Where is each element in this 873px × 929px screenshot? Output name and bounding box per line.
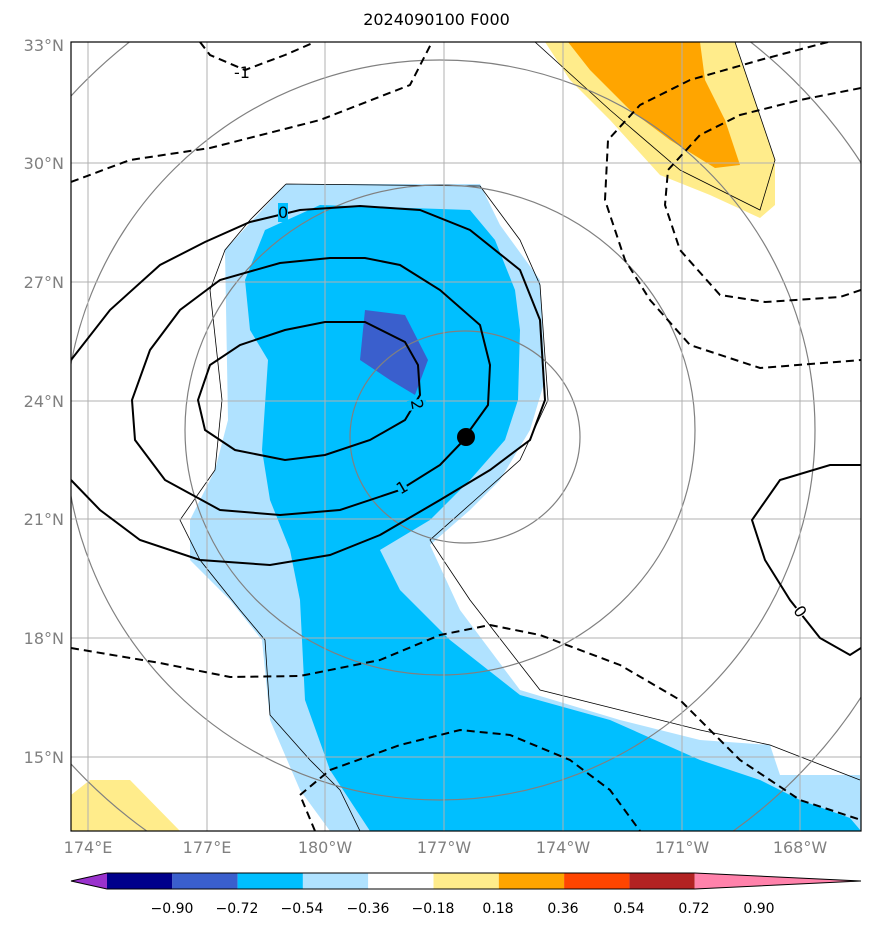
colorbar-tick-label: 0.54 xyxy=(613,901,645,917)
lat-label: 15°N xyxy=(23,748,64,767)
lon-label: 180°W xyxy=(297,838,353,857)
contour-minus-dash-south xyxy=(71,623,861,821)
lat-label: 27°N xyxy=(23,273,64,292)
contour-two-solid xyxy=(196,321,422,462)
colorbar-segment xyxy=(629,873,695,889)
colorbar-segment xyxy=(302,873,369,889)
colorbar-segment xyxy=(107,873,173,889)
colorbar-extend-high xyxy=(694,873,861,889)
lat-label: 24°N xyxy=(23,392,64,411)
contour-zero-solid xyxy=(71,204,547,567)
lon-label: 168°W xyxy=(772,838,828,857)
contour-minus-dash-north xyxy=(71,42,433,183)
shade-orange-ne xyxy=(568,42,740,168)
shade-dark-blue xyxy=(360,310,428,395)
contour-minus-dash-east2 xyxy=(663,87,861,304)
colorbar-tick-label: −0.90 xyxy=(150,901,194,917)
colorbar-outline xyxy=(70,872,862,890)
colorbar-segment xyxy=(368,873,434,889)
colorbar-segment xyxy=(498,873,565,889)
contour-label-minus-one: -1 xyxy=(234,63,250,82)
contour-minus-dash-east xyxy=(603,42,861,370)
map-title: 2024090100 F000 xyxy=(363,10,510,29)
lon-label: 174°W xyxy=(535,838,591,857)
colorbar-segment xyxy=(433,873,499,889)
contour-minus-one-nw xyxy=(199,42,316,72)
storm-center-dot xyxy=(457,428,475,446)
colorbar-segment xyxy=(564,873,630,889)
colorbar-tick-label: −0.72 xyxy=(215,901,259,917)
colorbar-tick-label: −0.18 xyxy=(411,901,455,917)
lat-label: 30°N xyxy=(23,154,64,173)
contour-label-zero: 0 xyxy=(278,203,289,222)
shade-yellow-sw xyxy=(71,780,180,831)
lon-label: 177°E xyxy=(182,838,232,857)
colorbar-tick-label: 0.90 xyxy=(743,901,775,917)
colorbar-tick-label: 0.18 xyxy=(482,901,514,917)
contour-thin-outline xyxy=(179,42,861,831)
lon-label: 171°W xyxy=(654,838,710,857)
colorbar-extend-low xyxy=(71,873,107,889)
lon-label: 174°E xyxy=(63,838,113,857)
colorbar-tick-label: 0.36 xyxy=(547,901,579,917)
colorbar-tick-label: 0.72 xyxy=(678,901,710,917)
contour-one-solid xyxy=(130,257,492,517)
colorbar-segment xyxy=(237,873,303,889)
colorbar-tick-label: −0.36 xyxy=(346,901,390,917)
lat-label: 18°N xyxy=(23,629,64,648)
contour-zero-solid-east xyxy=(750,464,861,657)
colorbar-tick-label: −0.54 xyxy=(280,901,324,917)
colorbar xyxy=(70,872,862,890)
contour-minus-dash-south2 xyxy=(298,728,641,831)
colorbar-segment xyxy=(172,873,238,889)
lon-label: 177°W xyxy=(416,838,472,857)
lat-label: 21°N xyxy=(23,510,64,529)
lat-label: 33°N xyxy=(23,36,64,55)
